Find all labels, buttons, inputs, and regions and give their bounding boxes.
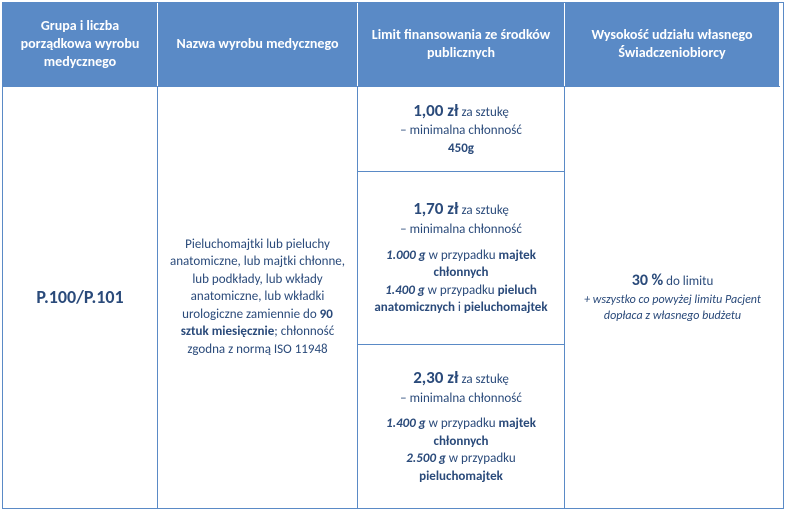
limit-tier-3: 2,30 zł za sztukę – minimalna chłonność … [358,345,564,508]
product-code: P.100/P.101 [3,86,158,508]
tier2-suffix: za sztukę [459,203,509,218]
tier2-txt1: w przypadku [426,248,499,263]
tier2-val2: 1.400 g [385,283,425,298]
tier1-absorb: 450g [448,140,474,158]
share-suffix: do limitu [663,274,713,289]
header-limit: Limit finansowania ze środków publicznyc… [358,3,565,86]
tier3-val1: 1.400 g [386,416,426,431]
limit-column: 1,00 zł za sztukę – minimalna chłonność … [358,86,565,508]
limit-tier-1: 1,00 zł za sztukę – minimalna chłonność … [358,87,564,172]
tier3-sub: – minimalna chłonność [400,390,522,408]
tier3-txt2: w przypadku [446,451,516,466]
tier3-bold2: pieluchomajtek [419,469,503,484]
tier3-txt1: w przypadku [426,416,499,431]
tier1-suffix: za sztukę [459,105,509,120]
share-pct: 30 % [632,271,664,290]
tier3-val2: 2.500 g [406,451,446,466]
limit-tier-2: 1,70 zł za sztukę – minimalna chłonność … [358,172,564,345]
header-group: Grupa i liczba porządkowa wyrobu medyczn… [3,3,158,86]
tier1-sub: – minimalna chłonność [400,122,522,140]
header-share: Wysokość udziału własnego Świadczeniobio… [565,3,780,86]
tier3-price: 2,30 zł [413,367,458,388]
tier2-bold2b: pieluchomajtek [464,300,548,315]
tier3-suffix: za sztukę [459,372,509,387]
share-note: + wszystko co powyżej limitu Pacjent dop… [577,292,768,324]
tier2-txt2: w przypadku [425,283,498,298]
product-name: Pieluchomajtki lub pieluchy anatomiczne,… [158,86,358,508]
tier2-val1: 1.000 g [386,248,426,263]
header-name: Nazwa wyrobu medycznego [158,3,358,86]
tier2-and: i [455,300,464,315]
tier1-price: 1,00 zł [413,100,458,121]
patient-share: 30 % do limitu + wszystko co powyżej lim… [565,86,780,508]
tier2-sub: – minimalna chłonność [400,221,522,239]
tier2-price: 1,70 zł [413,198,458,219]
pricing-table: Grupa i liczba porządkowa wyrobu medyczn… [2,2,784,509]
